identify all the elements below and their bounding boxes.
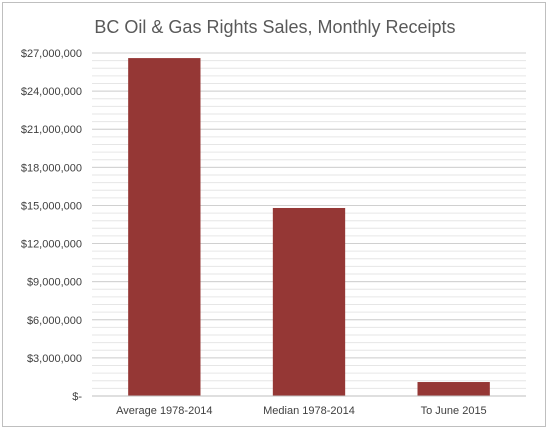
y-tick-label: $12,000,000 — [21, 239, 82, 251]
y-tick-label: $21,000,000 — [21, 124, 82, 136]
x-category-label: Average 1978-2014 — [116, 405, 212, 417]
x-category-label: Median 1978-2014 — [263, 405, 355, 417]
y-axis-ticks: $- $3,000,000 $6,000,000 $9,000,000 $12,000,… — [21, 48, 83, 403]
x-axis-categories: Average 1978-2014 Median 1978-2014 To June… — [116, 405, 487, 417]
y-tick-label: $- — [72, 391, 82, 403]
y-tick-label: $15,000,000 — [21, 200, 82, 212]
y-tick-label: $6,000,000 — [27, 315, 82, 327]
bar — [417, 382, 490, 396]
y-tick-label: $27,000,000 — [21, 48, 82, 60]
y-tick-label: $9,000,000 — [27, 277, 82, 289]
bar — [272, 207, 346, 396]
bar — [128, 58, 201, 396]
bars — [128, 58, 490, 396]
y-tick-label: $24,000,000 — [21, 86, 82, 98]
y-tick-label: $3,000,000 — [27, 353, 82, 365]
x-category-label: To June 2015 — [421, 405, 487, 417]
y-tick-label: $18,000,000 — [21, 162, 82, 174]
chart-title: BC Oil & Gas Rights Sales, Monthly Recei… — [94, 17, 455, 37]
